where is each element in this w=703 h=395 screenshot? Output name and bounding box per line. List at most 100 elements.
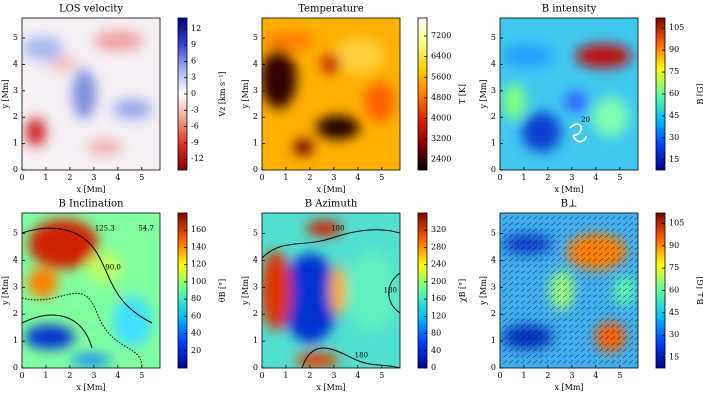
vector-arrow	[520, 330, 526, 334]
vector-arrow	[634, 252, 638, 256]
vector-arrow	[598, 282, 604, 286]
y-tick-label: 4	[13, 59, 18, 68]
vector-arrow	[526, 288, 532, 292]
vector-arrow	[628, 258, 634, 262]
vector-arrow	[538, 324, 544, 328]
colorbar-tick-label: 20	[191, 346, 201, 355]
vector-arrow	[634, 216, 638, 220]
vector-arrow	[502, 354, 508, 358]
vector-arrow	[604, 252, 610, 256]
vector-arrow	[532, 240, 538, 244]
vector-arrow	[520, 270, 526, 274]
vector-arrow	[622, 216, 628, 220]
x-tick-label: 3	[91, 371, 96, 380]
vector-arrow	[598, 360, 604, 364]
vector-arrow	[568, 216, 574, 220]
x-tick-label: 2	[307, 371, 312, 380]
vector-arrow	[592, 318, 598, 322]
vector-arrow	[568, 258, 574, 262]
vector-arrow	[616, 342, 622, 346]
x-axis-label: x [Mm]	[76, 185, 105, 194]
vector-arrow	[544, 282, 550, 286]
vector-arrow	[550, 306, 556, 310]
vector-arrow	[622, 330, 628, 334]
vector-arrow	[532, 354, 538, 358]
vector-arrow	[610, 288, 616, 292]
x-tick-label: 2	[545, 371, 550, 380]
vector-arrow	[532, 336, 538, 340]
vector-arrow	[574, 318, 580, 322]
vector-arrow	[634, 306, 638, 310]
vector-arrow	[580, 270, 586, 274]
vector-arrow	[622, 264, 628, 268]
vector-arrow	[532, 360, 538, 364]
colorbar-tick-label: 15	[669, 353, 679, 362]
vector-arrow	[586, 222, 592, 226]
vector-arrow	[514, 312, 520, 316]
vector-arrow	[598, 228, 604, 232]
vector-arrow	[604, 222, 610, 226]
x-tick-label: 5	[139, 173, 144, 182]
vector-arrow	[556, 288, 562, 292]
vector-arrow	[586, 288, 592, 292]
vector-arrow	[502, 228, 508, 232]
contour-line	[569, 123, 587, 143]
vector-arrow	[568, 270, 574, 274]
colorbar-tick-label: 320	[431, 225, 446, 234]
vector-arrow	[520, 300, 526, 304]
vector-arrow	[634, 240, 638, 244]
y-tick-label: 5	[13, 228, 18, 237]
vector-arrow	[520, 240, 526, 244]
vector-arrow	[634, 234, 638, 238]
vector-arrow	[544, 294, 550, 298]
x-tick-label: 1	[283, 173, 288, 182]
x-tick-label: 2	[67, 173, 72, 182]
y-tick-label: 2	[253, 309, 258, 318]
vector-arrow	[538, 330, 544, 334]
x-tick-label: 4	[115, 173, 120, 182]
vector-arrow	[526, 264, 532, 268]
vector-arrow	[562, 342, 568, 346]
vector-arrow	[634, 318, 638, 322]
vector-arrow	[580, 282, 586, 286]
contour-label: 125.3	[95, 225, 115, 233]
colorbar-tick-label: 160	[431, 294, 446, 303]
colorbar-tick-label: 120	[431, 311, 446, 320]
x-tick-label: 3	[569, 173, 574, 182]
colorbar-tick-label: 40	[191, 329, 201, 338]
vector-arrow	[544, 312, 550, 316]
vector-arrow	[538, 228, 544, 232]
vector-arrow	[556, 264, 562, 268]
vector-arrow	[508, 288, 514, 292]
vector-arrow	[502, 276, 508, 280]
vector-arrow	[580, 252, 586, 256]
vector-arrow	[592, 252, 598, 256]
vector-arrow	[622, 354, 628, 358]
vector-arrow	[598, 270, 604, 274]
vector-arrow	[544, 300, 550, 304]
vector-arrow	[592, 234, 598, 238]
vector-arrow	[586, 276, 592, 280]
vector-arrow	[532, 258, 538, 262]
vector-arrow	[586, 330, 592, 334]
vector-arrow	[574, 348, 580, 352]
vector-arrow	[514, 348, 520, 352]
contour-line	[22, 314, 93, 349]
plot-frame	[499, 17, 639, 171]
vector-arrow	[538, 252, 544, 256]
vector-arrow	[556, 282, 562, 286]
colorbar-label: Vz [km s⁻¹]	[218, 71, 227, 117]
vector-arrow	[610, 360, 616, 364]
vector-arrow	[520, 288, 526, 292]
vector-arrow	[550, 318, 556, 322]
x-tick-label: 1	[283, 371, 288, 380]
vector-arrow	[574, 300, 580, 304]
vector-arrow	[502, 306, 508, 310]
colorbar-tick-label: 6	[191, 56, 196, 65]
y-tick-label: 3	[491, 86, 496, 95]
vector-arrow	[616, 216, 622, 220]
vector-arrow	[550, 246, 556, 250]
vector-arrow	[586, 264, 592, 268]
y-tick-label: 1	[491, 336, 496, 345]
heatmap-blob	[333, 38, 384, 74]
